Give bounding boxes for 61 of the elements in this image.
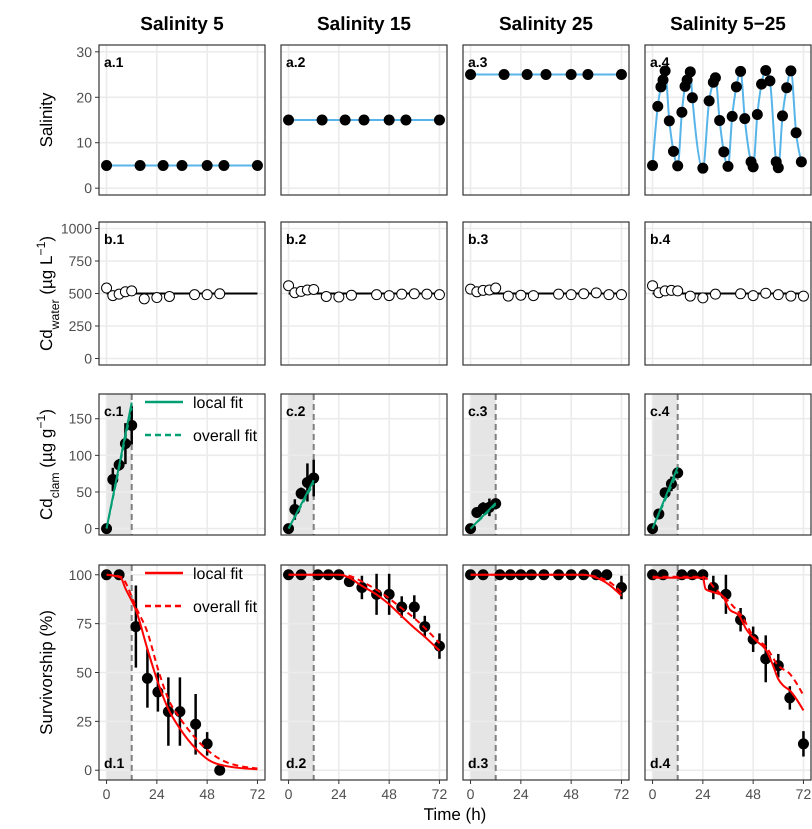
- y-axis-title: Survivorship (%): [37, 610, 56, 735]
- legend-label: local fit: [193, 566, 244, 583]
- x-tick-label: 0: [466, 786, 475, 802]
- annotation: c.4: [650, 403, 670, 419]
- legend-label: overall fit: [193, 599, 258, 616]
- y-tick-label: 100: [68, 447, 92, 464]
- chart-title: Salinity 25: [499, 14, 594, 35]
- x-tick-label: 0: [102, 786, 111, 802]
- y-tick-label: 250: [68, 318, 92, 334]
- legend-label: overall fit: [193, 428, 258, 445]
- x-tick-label: 24: [331, 786, 347, 802]
- x-tick-label: 72: [250, 786, 266, 802]
- annotation: b.1: [104, 231, 124, 247]
- annotation: a.4: [650, 54, 670, 70]
- annotation: d.1: [104, 755, 124, 771]
- annotation: d.2: [286, 755, 306, 771]
- annotation: d.3: [468, 755, 488, 771]
- y-tick-label: 0: [84, 350, 92, 366]
- y-tick-label: 1000: [60, 220, 92, 236]
- y-tick-label: 0: [84, 762, 92, 778]
- y-tick-label: 50: [76, 484, 92, 500]
- y-tick-label: 50: [76, 664, 92, 680]
- x-tick-label: 0: [648, 786, 657, 802]
- y-tick-label: 0: [84, 520, 92, 537]
- chart-title: Salinity 15: [317, 14, 412, 35]
- x-tick-label: 48: [563, 786, 580, 802]
- x-tick-label: 48: [199, 786, 216, 802]
- annotation: a.2: [286, 54, 306, 70]
- x-tick-label: 24: [149, 786, 165, 802]
- x-tick-label: 48: [381, 786, 398, 802]
- y-tick-label: 0: [84, 180, 92, 196]
- x-tick-label: 48: [745, 786, 762, 802]
- y-tick-label: 500: [68, 286, 92, 302]
- x-tick-label: 0: [284, 786, 293, 802]
- annotation: b.2: [286, 231, 306, 247]
- chart-title: Salinity 5−25: [670, 14, 786, 35]
- y-axis-title: Salinity: [37, 92, 56, 148]
- y-tick-label: 10: [76, 134, 92, 151]
- annotation: d.4: [650, 755, 670, 771]
- y-tick-label: 750: [68, 253, 92, 269]
- x-tick-label: 24: [695, 786, 711, 802]
- y-tick-label: 20: [76, 89, 92, 106]
- y-tick-label: 100: [68, 566, 92, 583]
- y-tick-label: 75: [76, 616, 92, 632]
- annotation: b.4: [650, 231, 670, 247]
- annotation: c.2: [286, 403, 306, 419]
- annotation: a.3: [468, 54, 488, 70]
- x-tick-label: 24: [513, 786, 529, 802]
- annotation: b.3: [468, 231, 488, 247]
- x-tick-label: 72: [614, 786, 630, 802]
- annotation: c.1: [104, 403, 124, 419]
- y-tick-label: 25: [76, 713, 92, 730]
- x-tick-label: 72: [796, 786, 812, 802]
- y-tick-label: 150: [68, 410, 92, 427]
- x-axis-title: Time (h): [424, 805, 486, 824]
- x-tick-label: 72: [432, 786, 448, 802]
- legend-label: local fit: [193, 395, 244, 412]
- annotation: a.1: [104, 54, 124, 70]
- annotation: c.3: [468, 403, 488, 419]
- y-tick-label: 30: [76, 44, 92, 60]
- chart-title: Salinity 5: [140, 14, 224, 35]
